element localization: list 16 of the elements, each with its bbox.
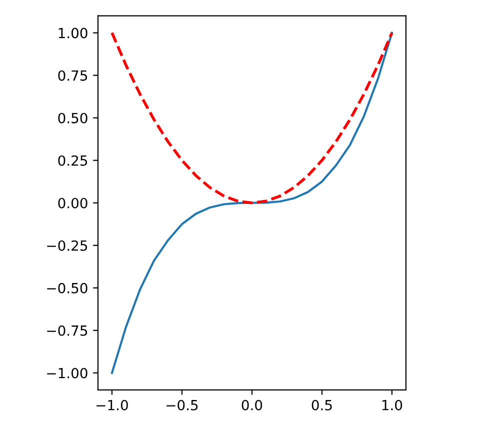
- y-tick-label: 0.75: [58, 70, 88, 81]
- y-tick-label: 0.25: [58, 155, 88, 166]
- x-tick-label: 0.5: [312, 400, 332, 410]
- x-tick-label: −1.0: [96, 400, 128, 410]
- y-tick-label: 1.00: [58, 28, 88, 38]
- line-series: [110, 32, 393, 374]
- y-tick-label: −0.75: [47, 325, 88, 336]
- y-tick-label: −1.00: [47, 368, 88, 378]
- y-tick-label: 0.00: [58, 198, 88, 208]
- y-tick-label: 0.50: [58, 112, 88, 124]
- x-tick-label: 0.0: [242, 400, 262, 410]
- y-tick-label: −0.25: [47, 240, 88, 251]
- y-tick-label: −0.50: [47, 282, 88, 294]
- line-series: [110, 31, 394, 204]
- x-tick-label: −0.5: [166, 400, 198, 410]
- x-tick-label: 1.0: [382, 400, 402, 410]
